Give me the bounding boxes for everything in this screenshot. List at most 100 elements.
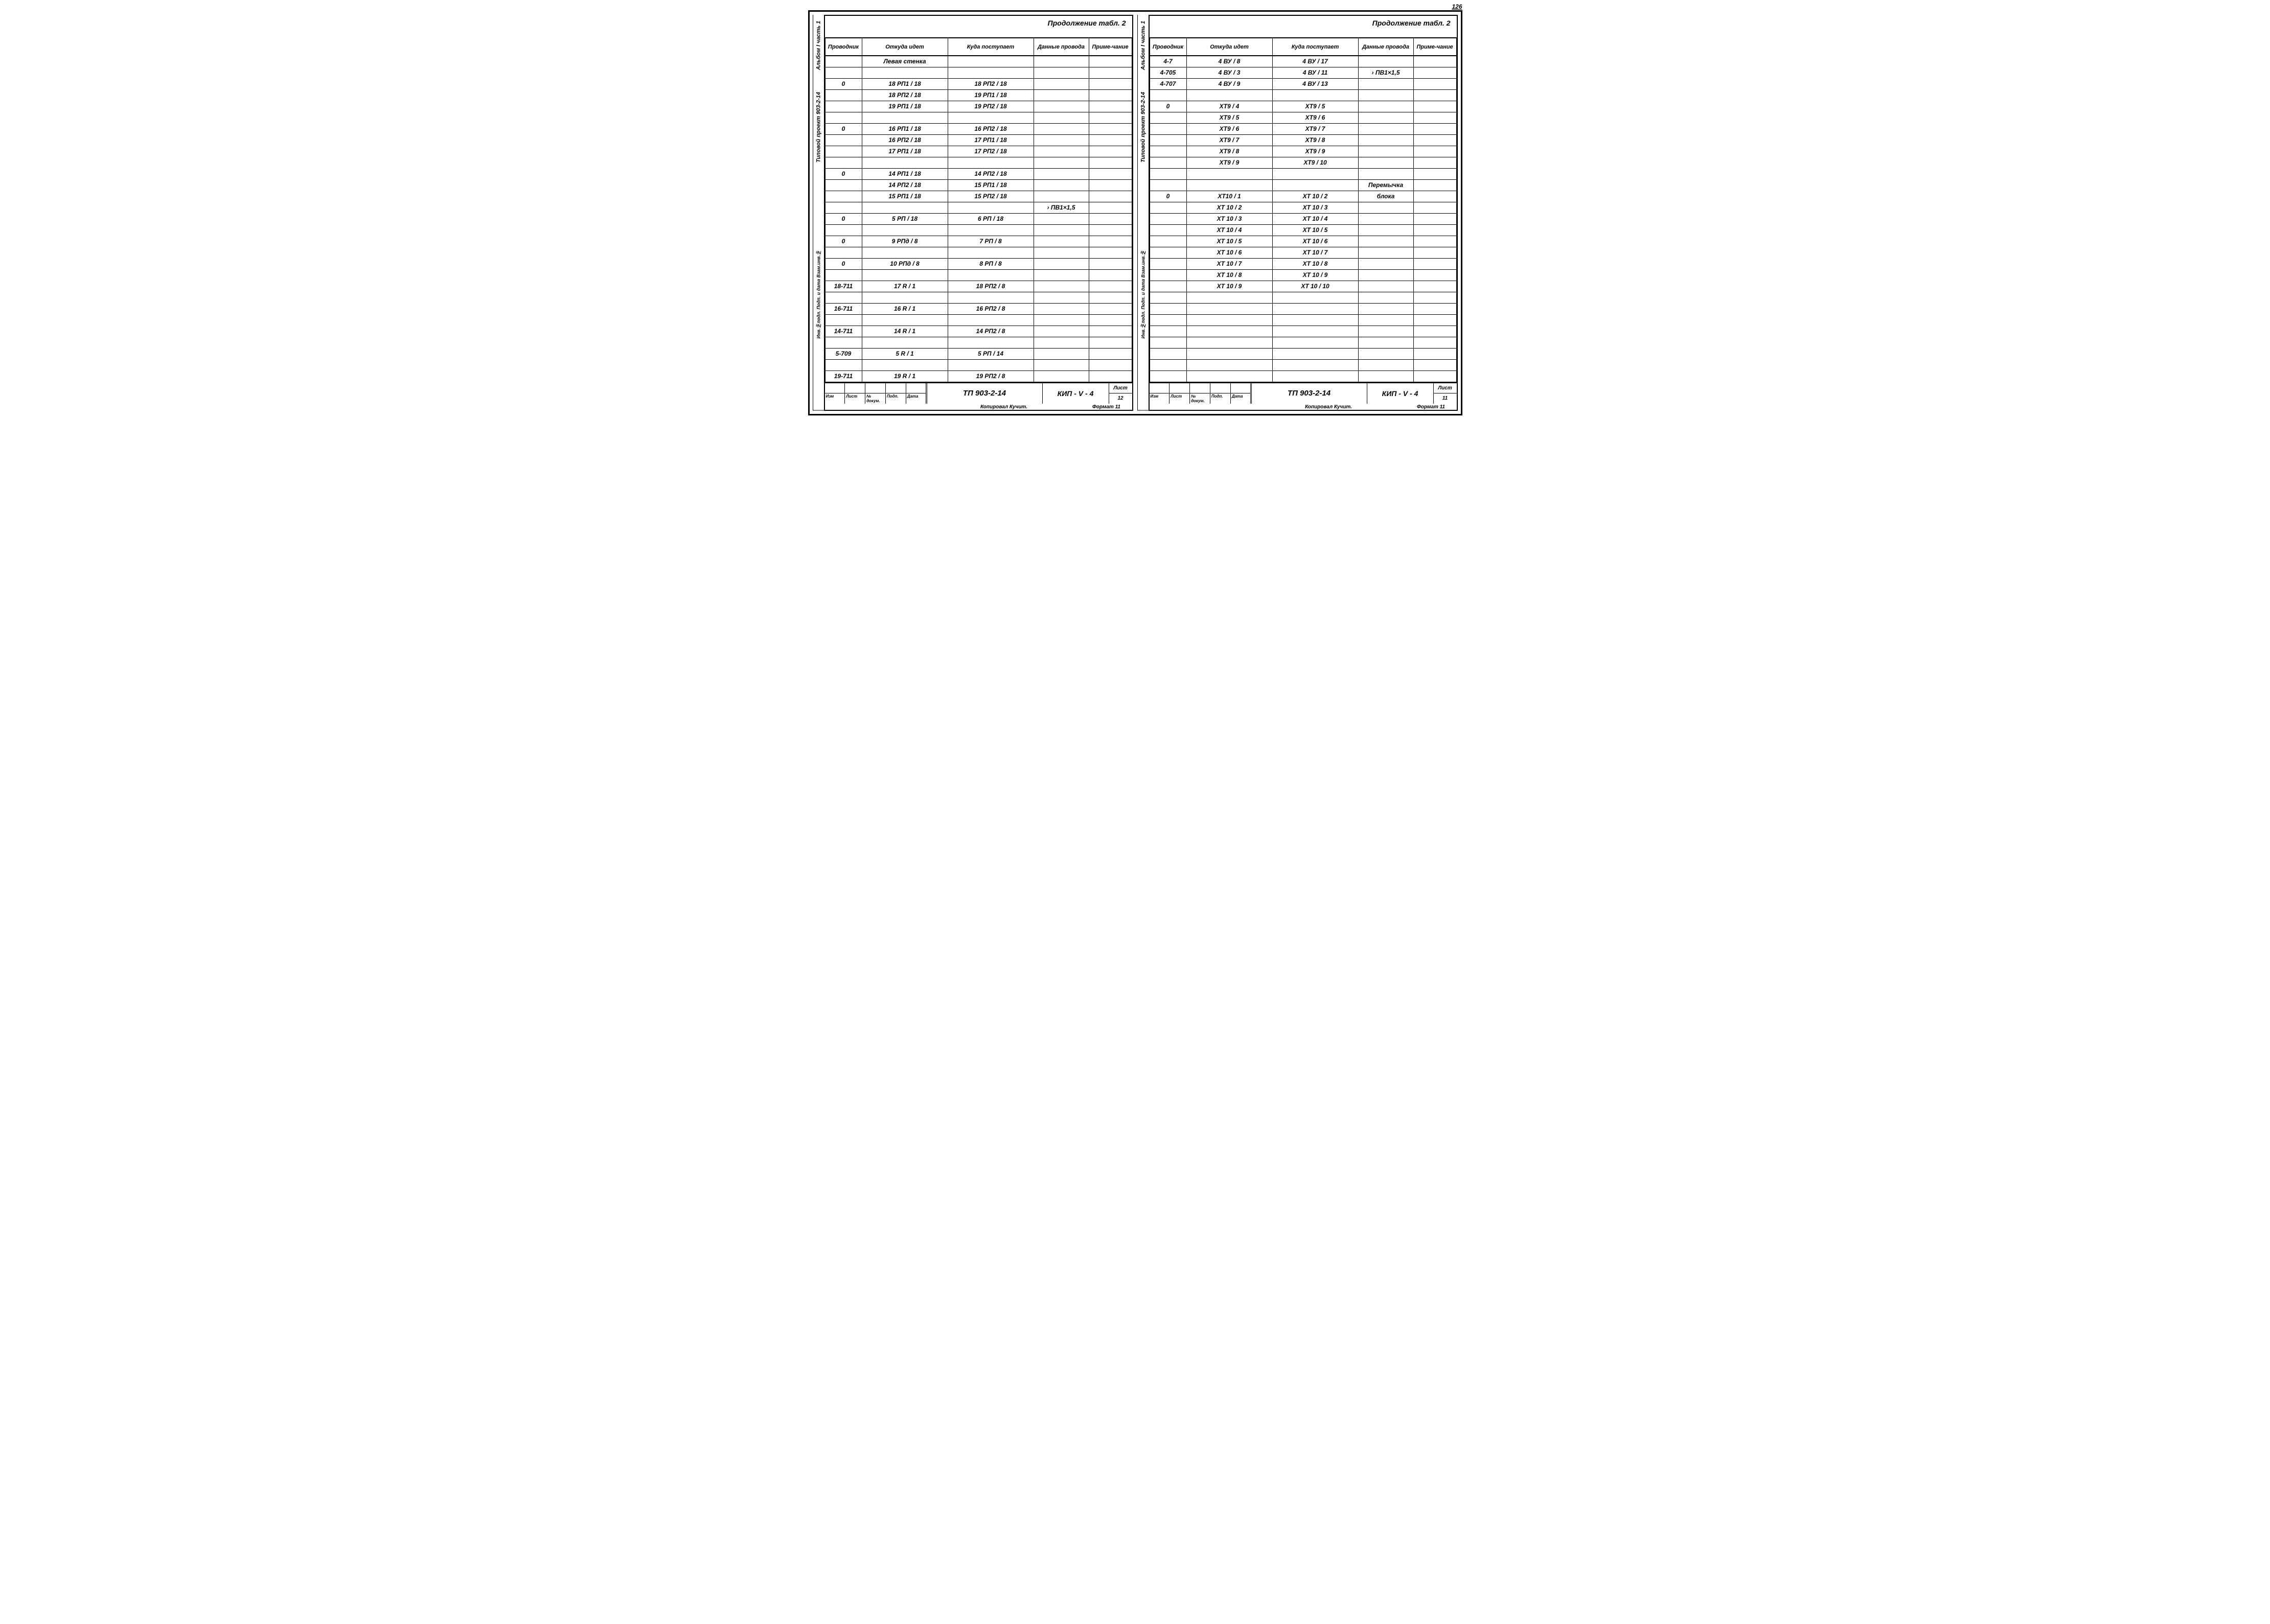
cell-c2: [1186, 359, 1272, 370]
cell-c2: [862, 269, 948, 281]
cell-c3: 14 РП2 / 8: [948, 326, 1034, 337]
cell-c2: [1186, 179, 1272, 191]
cell-c3: [1272, 326, 1358, 337]
cell-c5: [1413, 157, 1456, 168]
cell-c3: 16 РП2 / 8: [948, 303, 1034, 314]
cell-c1: [1150, 359, 1186, 370]
cell-c2: XT 10 / 9: [1186, 281, 1272, 292]
cell-c1: [1150, 337, 1186, 348]
cell-c1: [825, 359, 862, 370]
cell-c5: [1413, 247, 1456, 258]
rev-hdr-date: Дата: [1231, 393, 1251, 404]
cell-c2: 16 R / 1: [862, 303, 948, 314]
cell-c4: [1358, 348, 1413, 359]
table-row: XT 10 / 5XT 10 / 6: [1150, 236, 1456, 247]
cell-c2: [1186, 337, 1272, 348]
cell-c2: XT 10 / 4: [1186, 224, 1272, 236]
side-label-album-r: Альбом I часть 1: [1137, 15, 1149, 76]
cell-c3: [1272, 314, 1358, 326]
cell-c2: XT 10 / 6: [1186, 247, 1272, 258]
cell-c1: [1150, 236, 1186, 247]
right-side-labels: Альбом I часть 1 Типовой проект 903-2-14…: [1137, 15, 1149, 411]
cell-c3: [948, 359, 1034, 370]
doc-code: КИП - V - 4: [1043, 383, 1109, 404]
wiring-table-left: Проводник Откуда идет Куда поступает Дан…: [825, 38, 1132, 382]
cell-c2: [862, 292, 948, 303]
cell-c2: XT9 / 4: [1186, 101, 1272, 112]
cell-c1: 4-705: [1150, 67, 1186, 78]
table-row: 09 РПд / 87 РП / 8: [825, 236, 1132, 247]
table-row: 14 РП2 / 1815 РП1 / 18: [825, 179, 1132, 191]
cell-c4: [1358, 258, 1413, 269]
table-row: XT9 / 6XT9 / 7: [1150, 123, 1456, 134]
wiring-table-right: Проводник Откуда идет Куда поступает Дан…: [1150, 38, 1457, 382]
cell-c3: 19 РП2 / 8: [948, 370, 1034, 382]
table-row: [1150, 348, 1456, 359]
table-row: XT 10 / 2XT 10 / 3: [1150, 202, 1456, 213]
left-content: Продолжение табл. 2 Проводник Откуда иде…: [824, 15, 1133, 411]
cell-c2: [1186, 168, 1272, 179]
table-row: › ПВ1×1,5: [825, 202, 1132, 213]
cell-c3: [1272, 303, 1358, 314]
cell-c1: [1150, 348, 1186, 359]
sheet-number-right: 11: [1434, 393, 1457, 404]
cell-c2: [1186, 89, 1272, 101]
cell-c5: [1089, 56, 1132, 67]
cell-c5: [1413, 348, 1456, 359]
cell-c4: [1358, 112, 1413, 123]
hdr-note: Приме-чание: [1413, 38, 1456, 56]
cell-c1: [1150, 89, 1186, 101]
cell-c3: XT9 / 8: [1272, 134, 1358, 146]
cell-c5: [1089, 224, 1132, 236]
table-row: Левая стенка: [825, 56, 1132, 67]
cell-c3: [948, 67, 1034, 78]
hdr-from: Откуда идет: [1186, 38, 1272, 56]
cell-c1: 0: [1150, 191, 1186, 202]
cell-c2: [862, 247, 948, 258]
side-label-inv: Инв.№подл. Подп. и дата Взам.инв.№: [813, 178, 824, 411]
cell-c1: [825, 56, 862, 67]
side-label-project: Типовой проект 903-2-14: [813, 76, 824, 178]
cell-c2: [862, 314, 948, 326]
cell-c5: [1089, 101, 1132, 112]
cell-c4: [1034, 56, 1089, 67]
cell-c3: 4 ВУ / 11: [1272, 67, 1358, 78]
cell-c5: [1413, 101, 1456, 112]
rev-hdr-izm: Изм: [1150, 393, 1170, 404]
cell-c4: [1034, 236, 1089, 247]
rev-hdr-doc: № докум.: [865, 393, 886, 404]
sheet-label: Лист: [1109, 383, 1132, 394]
cell-c5: [1413, 269, 1456, 281]
table-row: [825, 359, 1132, 370]
cell-c4: [1358, 247, 1413, 258]
cell-c5: [1413, 146, 1456, 157]
cell-c4: [1358, 370, 1413, 382]
cell-c5: [1413, 281, 1456, 292]
cell-c5: [1089, 146, 1132, 157]
cell-c5: [1089, 303, 1132, 314]
table-row: 010 РПд / 88 РП / 8: [825, 258, 1132, 269]
cell-c4: [1034, 191, 1089, 202]
cell-c5: [1089, 269, 1132, 281]
cell-c2: [1186, 292, 1272, 303]
continuation-title-left: Продолжение табл. 2: [825, 16, 1132, 38]
cell-c5: [1089, 247, 1132, 258]
cell-c1: [825, 179, 862, 191]
cell-c4: [1358, 146, 1413, 157]
cell-c5: [1413, 224, 1456, 236]
cell-c1: 0: [825, 258, 862, 269]
rev-hdr-doc: № докум.: [1190, 393, 1210, 404]
cell-c2: XT9 / 8: [1186, 146, 1272, 157]
cell-c3: 18 РП2 / 18: [948, 78, 1034, 89]
table-row: [825, 67, 1132, 78]
cell-c3: 7 РП / 8: [948, 236, 1034, 247]
cell-c2: XT 10 / 7: [1186, 258, 1272, 269]
cell-c4: [1358, 56, 1413, 67]
table-row: XT 10 / 4XT 10 / 5: [1150, 224, 1456, 236]
cell-c5: [1413, 370, 1456, 382]
cell-c1: [1150, 146, 1186, 157]
cell-c1: [1150, 224, 1186, 236]
cell-c4: [1034, 179, 1089, 191]
cell-c1: [825, 146, 862, 157]
cell-c5: [1413, 191, 1456, 202]
